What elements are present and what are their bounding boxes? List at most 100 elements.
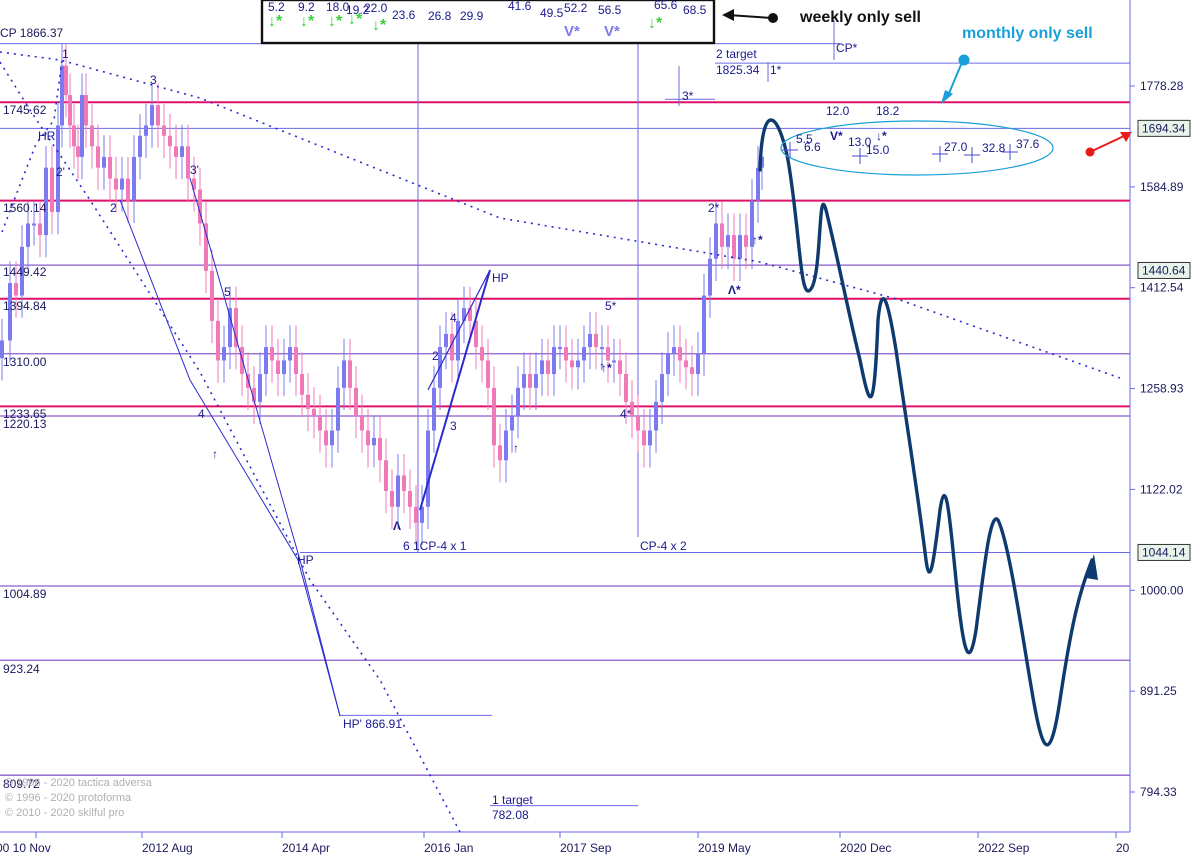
weekly-value: 26.8: [428, 9, 452, 23]
dotted-support-line: [0, 61, 461, 833]
red-arrow: [1089, 135, 1125, 153]
candle-body: [534, 374, 538, 388]
projection-arrowhead: [1086, 554, 1098, 580]
weekly-value: 52.2: [564, 1, 588, 15]
candle-body: [0, 340, 4, 359]
candle-body: [198, 189, 202, 224]
weekly-v-icon: V*: [564, 23, 580, 40]
candle-body: [630, 401, 634, 417]
candle-body: [690, 367, 694, 375]
x-tick-label: 2014 Apr: [282, 841, 330, 855]
candle-body: [588, 333, 592, 348]
candle-body: [624, 374, 628, 402]
candle-body: [180, 146, 184, 157]
candle-body: [240, 347, 244, 375]
weekly-down-arrow-icon: ↓*: [268, 13, 283, 30]
candle-body: [342, 360, 346, 388]
target-label: 2 target: [716, 47, 757, 61]
x-tick-label: 00 10 Nov: [0, 841, 51, 855]
candle-body: [72, 125, 76, 147]
candle-body: [80, 95, 84, 157]
caret-icon: Λ*: [728, 283, 741, 297]
wave-label: 2*: [708, 201, 720, 215]
candle-body: [68, 95, 72, 126]
annotations: CP 1866.371745.621560.141449.421394.8413…: [0, 0, 1132, 822]
candle-body: [26, 223, 30, 247]
copyright-text: © 2010 - 2020 skilful pro: [5, 807, 124, 819]
candle-body: [186, 146, 190, 179]
candle-body: [672, 347, 676, 354]
candle-body: [56, 125, 60, 213]
monthly-callout-arrowhead: [941, 90, 953, 104]
candle-body: [32, 223, 36, 226]
x-tick-label: 2016 Jan: [424, 841, 473, 855]
candle-body: [84, 95, 88, 126]
candle-body: [540, 360, 544, 375]
wave-label: 5*: [605, 299, 617, 313]
monthly-value: 5.5: [796, 132, 813, 146]
price-tag: [1137, 543, 1191, 561]
cp-label: 6 1CP-4 x 1: [403, 539, 467, 553]
candle-body: [120, 178, 124, 190]
red-arrow-dot: [1085, 147, 1095, 157]
x-tick-label: 2012 Aug: [142, 841, 193, 855]
monthly-value: 13.0: [848, 135, 872, 149]
candle-body: [318, 416, 322, 431]
level-label: 1220.13: [3, 417, 47, 431]
y-tick-label: 1778.28: [1140, 79, 1184, 93]
weekly-value: 9.2: [298, 0, 315, 14]
level-label: 1233.65: [3, 407, 47, 421]
candle-body: [294, 347, 298, 375]
wave-label: 3': [190, 163, 199, 177]
candle-body: [744, 235, 748, 247]
candle-body: [60, 65, 64, 126]
candle-body: [216, 320, 220, 361]
price-tag: [1137, 119, 1191, 137]
candle-body: [384, 460, 388, 492]
candle-body: [612, 360, 616, 363]
candle-body: [552, 347, 556, 375]
copyright-text: © 1996 - 2020 protoforma: [5, 792, 132, 804]
candle-body: [162, 125, 166, 136]
candle-body: [510, 416, 514, 431]
target-value: 1825.34: [716, 63, 760, 77]
candle-body: [8, 283, 12, 341]
candle-body: [50, 167, 54, 213]
x-tick-label: 2017 Sep: [560, 841, 612, 855]
candle-body: [276, 360, 280, 375]
candle-body: [594, 333, 598, 348]
sell-marker-icon: V*: [830, 129, 843, 143]
x-tick-label: 20: [1116, 841, 1130, 855]
candle-body: [750, 200, 754, 247]
candle-body: [222, 347, 226, 361]
weekly-callout-dot: [768, 13, 778, 23]
candle-body: [408, 491, 412, 507]
candle-body: [678, 347, 682, 361]
monthly-value: 37.6: [1016, 137, 1040, 151]
candle-body: [504, 430, 508, 461]
level-label: 1745.62: [3, 103, 47, 117]
candle-body: [366, 430, 370, 446]
candle-body: [38, 223, 42, 236]
candle-body: [20, 246, 24, 296]
copyright-text: © 1996 - 2020 tactica adversa: [5, 777, 153, 789]
weekly-value: 18.0: [326, 0, 350, 14]
y-tick-label: 1584.89: [1140, 180, 1184, 194]
candle-body: [760, 156, 764, 168]
weekly-box: [260, 0, 716, 45]
y-tick-label: 1000.00: [1140, 583, 1184, 597]
weekly-value: 68.5: [683, 3, 707, 17]
weekly-value: 56.5: [598, 3, 622, 17]
price-tag-label: 1694.34: [1142, 121, 1186, 135]
hp-label: HP: [492, 271, 509, 285]
projection-curve: [758, 118, 1094, 747]
weekly-v-icon: V*: [604, 23, 620, 40]
weekly-value: 65.6: [654, 0, 678, 12]
candle-body: [348, 360, 352, 388]
wave-label: 4: [198, 407, 205, 421]
candle-body: [360, 416, 364, 431]
fan-line: [119, 199, 341, 717]
dotted-channel-line: [1, 59, 63, 233]
candle-body: [144, 125, 148, 136]
